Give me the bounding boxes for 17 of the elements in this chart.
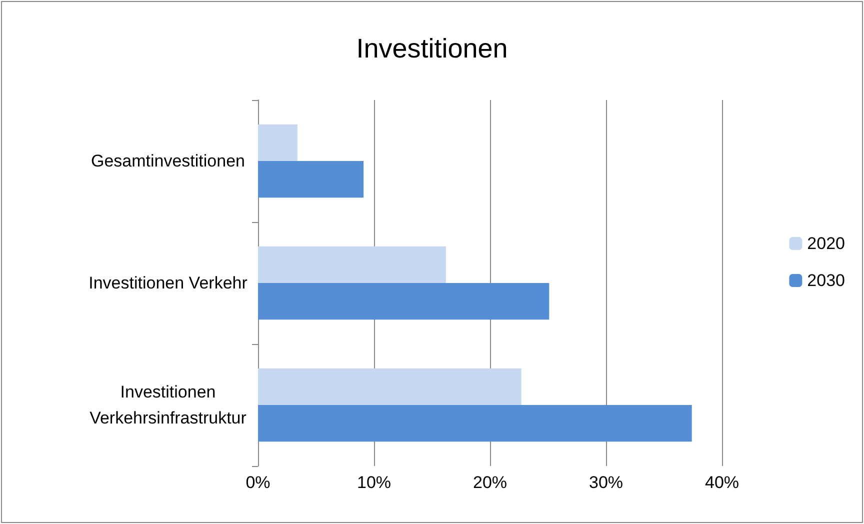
legend-label: 2030	[807, 271, 846, 290]
y-tick-label: Investitionen Verkehr	[88, 274, 248, 292]
x-tick-label: 40%	[704, 473, 740, 492]
bar	[258, 161, 364, 198]
bar	[258, 405, 692, 442]
chart-title: Investitionen	[356, 34, 508, 64]
x-tick-label: 30%	[588, 473, 624, 492]
bar	[258, 283, 550, 320]
x-tick-label: 20%	[472, 473, 508, 492]
x-tick-label: 0%	[246, 473, 270, 492]
bar	[258, 246, 446, 283]
x-tick-label: 10%	[356, 473, 392, 492]
y-tick-label: Investitionen Verkehrsinfrastruktur	[90, 382, 247, 428]
bar	[258, 368, 522, 405]
legend-label: 2020	[807, 234, 846, 253]
bar	[258, 124, 298, 161]
y-tick-label: Gesamtinvestitionen	[90, 152, 246, 170]
